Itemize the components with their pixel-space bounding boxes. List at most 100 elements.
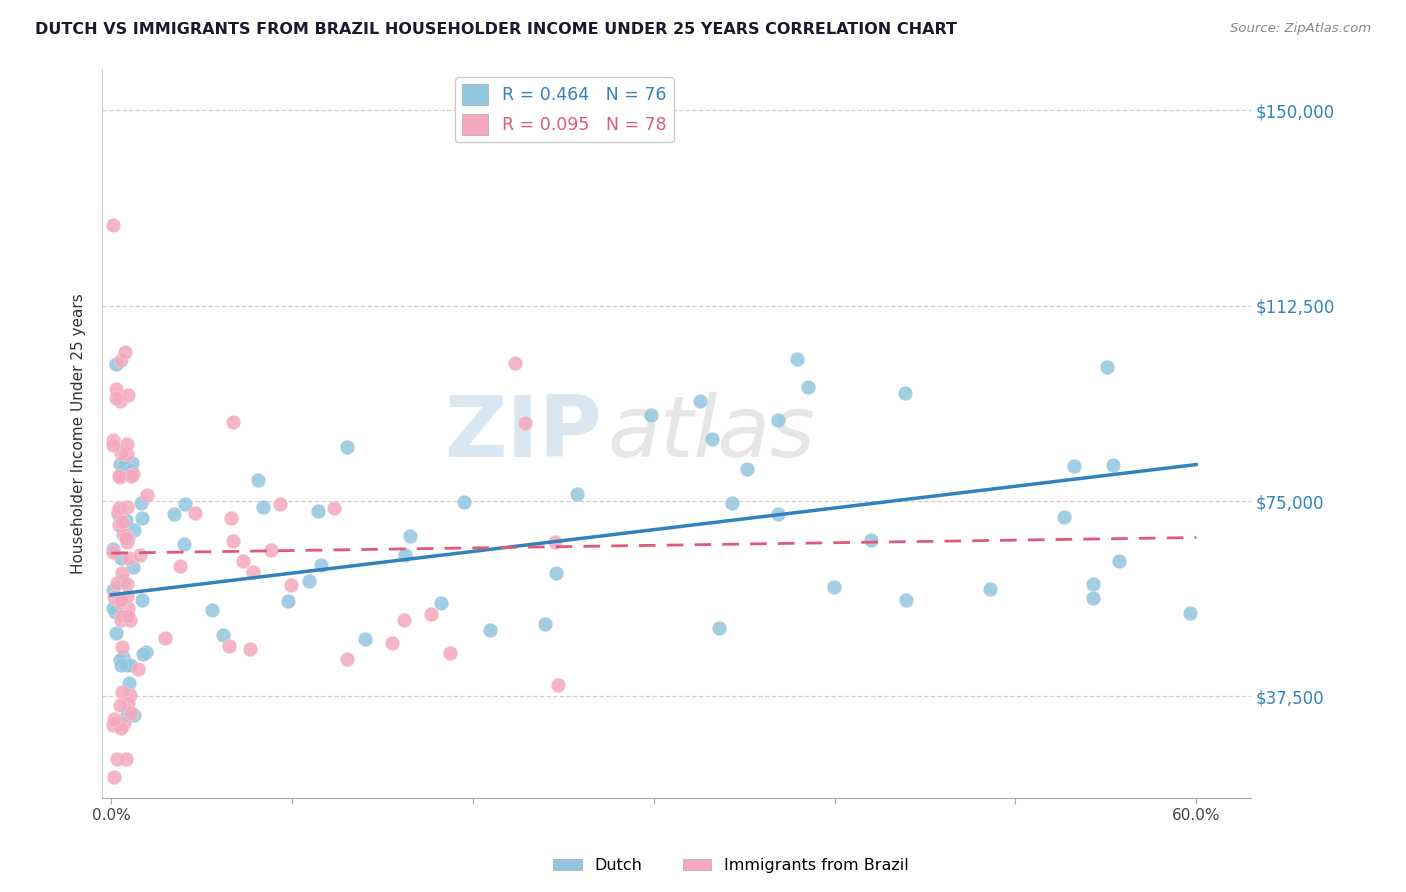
Point bbox=[132, 648, 155, 662]
Point bbox=[169, 558, 191, 573]
Point bbox=[174, 497, 197, 511]
Point bbox=[242, 566, 264, 580]
Point bbox=[103, 712, 125, 726]
Point bbox=[110, 551, 132, 566]
Point bbox=[269, 496, 291, 510]
Point bbox=[121, 456, 143, 470]
Point bbox=[394, 548, 416, 562]
Point bbox=[544, 566, 567, 580]
Point bbox=[135, 645, 157, 659]
Point bbox=[735, 462, 758, 476]
Point bbox=[112, 526, 135, 541]
Point bbox=[110, 353, 132, 368]
Point bbox=[1108, 554, 1130, 568]
Point bbox=[129, 548, 152, 562]
Point bbox=[104, 357, 127, 371]
Point bbox=[112, 716, 135, 731]
Point bbox=[336, 652, 359, 666]
Point bbox=[222, 415, 245, 429]
Point bbox=[277, 594, 299, 608]
Point bbox=[797, 380, 820, 394]
Point bbox=[110, 613, 132, 627]
Point bbox=[110, 594, 132, 608]
Text: Source: ZipAtlas.com: Source: ZipAtlas.com bbox=[1230, 22, 1371, 36]
Point bbox=[103, 770, 125, 784]
Point bbox=[117, 696, 139, 710]
Point bbox=[110, 658, 132, 673]
Point bbox=[117, 447, 139, 461]
Point bbox=[104, 391, 127, 405]
Point bbox=[222, 533, 245, 548]
Point bbox=[398, 529, 420, 543]
Point bbox=[115, 535, 138, 549]
Point bbox=[115, 500, 138, 515]
Point bbox=[720, 495, 742, 509]
Point bbox=[131, 510, 153, 524]
Point bbox=[503, 356, 526, 370]
Point bbox=[117, 388, 139, 402]
Point bbox=[120, 463, 142, 477]
Point bbox=[354, 632, 377, 646]
Point bbox=[309, 558, 332, 573]
Point bbox=[1095, 359, 1118, 374]
Point bbox=[108, 653, 131, 667]
Point bbox=[298, 574, 321, 589]
Point bbox=[114, 345, 136, 359]
Point bbox=[336, 440, 359, 454]
Point bbox=[430, 595, 453, 609]
Point bbox=[565, 486, 588, 500]
Point bbox=[118, 658, 141, 673]
Point bbox=[107, 507, 129, 521]
Point bbox=[105, 575, 128, 590]
Point bbox=[120, 613, 142, 627]
Text: atlas: atlas bbox=[607, 392, 815, 475]
Point bbox=[247, 473, 270, 487]
Point bbox=[112, 574, 135, 589]
Point bbox=[533, 617, 555, 632]
Point bbox=[103, 717, 125, 731]
Point bbox=[122, 707, 145, 722]
Legend: R = 0.464   N = 76, R = 0.095   N = 78: R = 0.464 N = 76, R = 0.095 N = 78 bbox=[456, 78, 673, 142]
Point bbox=[122, 523, 145, 537]
Point bbox=[543, 535, 565, 549]
Point bbox=[115, 589, 138, 603]
Point bbox=[453, 495, 475, 509]
Point bbox=[122, 467, 145, 481]
Point bbox=[1053, 510, 1076, 524]
Point bbox=[118, 688, 141, 702]
Point bbox=[766, 508, 789, 522]
Point bbox=[111, 640, 134, 654]
Point bbox=[1083, 577, 1105, 591]
Point bbox=[115, 657, 138, 672]
Point bbox=[129, 496, 152, 510]
Point bbox=[127, 662, 149, 676]
Point bbox=[115, 751, 138, 765]
Point bbox=[117, 707, 139, 722]
Point bbox=[115, 437, 138, 451]
Point bbox=[110, 721, 132, 735]
Point bbox=[547, 678, 569, 692]
Point bbox=[115, 513, 138, 527]
Point bbox=[218, 639, 240, 653]
Point bbox=[860, 533, 883, 548]
Point bbox=[107, 505, 129, 519]
Point bbox=[101, 583, 124, 598]
Point bbox=[478, 623, 501, 637]
Point bbox=[101, 542, 124, 557]
Point bbox=[707, 621, 730, 635]
Point bbox=[108, 698, 131, 712]
Point bbox=[212, 628, 235, 642]
Point bbox=[201, 603, 224, 617]
Point bbox=[111, 566, 134, 580]
Point bbox=[219, 511, 242, 525]
Point bbox=[110, 446, 132, 460]
Point bbox=[114, 532, 136, 546]
Point bbox=[118, 675, 141, 690]
Point bbox=[114, 528, 136, 542]
Point bbox=[120, 469, 142, 483]
Point bbox=[110, 470, 132, 484]
Point bbox=[117, 601, 139, 615]
Point bbox=[104, 625, 127, 640]
Point bbox=[239, 641, 262, 656]
Point bbox=[439, 646, 461, 660]
